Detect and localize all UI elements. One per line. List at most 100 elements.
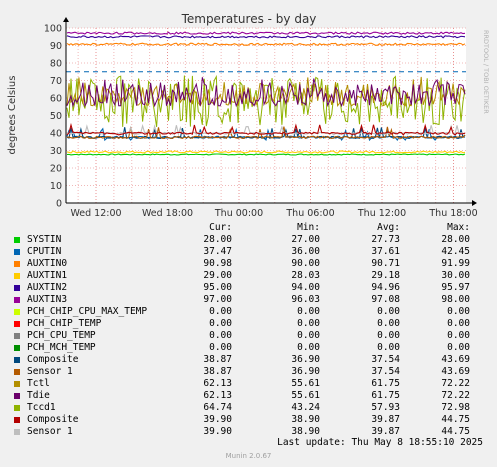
- legend-header-max: Max:: [447, 222, 470, 233]
- legend-series-name: Tccd1: [27, 402, 56, 413]
- x-tick-label: Thu 12:00: [357, 208, 406, 219]
- legend-cur: 62.13: [203, 378, 232, 389]
- legend-series-name: Composite: [27, 414, 79, 425]
- axes: [63, 17, 477, 206]
- x-tick-label: Wed 18:00: [142, 208, 193, 219]
- legend-swatch: [14, 417, 20, 423]
- legend-min: 94.00: [291, 282, 320, 293]
- legend-max: 44.75: [441, 414, 470, 425]
- legend-series-name: CPUTIN: [27, 246, 62, 257]
- x-tick-label: Thu 00:00: [214, 208, 263, 219]
- legend-swatch: [14, 297, 20, 303]
- legend-max: 43.69: [441, 366, 470, 377]
- legend-min: 28.03: [291, 270, 320, 281]
- legend-row: AUXTIN3 97.00 96.03 97.08 98.00: [0, 294, 497, 306]
- y-axis-label: degrees Celsius: [7, 76, 18, 155]
- series-line: [66, 153, 466, 156]
- legend-series-name: PCH_MCH_TEMP: [27, 342, 96, 353]
- y-tick-label: 40: [50, 129, 62, 140]
- legend-series-name: AUXTIN1: [27, 270, 68, 281]
- legend-cur: 95.00: [203, 282, 232, 293]
- legend-cur: 97.00: [203, 294, 232, 305]
- legend-cur: 0.00: [209, 342, 232, 353]
- legend-series-name: Composite: [27, 354, 79, 365]
- legend-avg: 27.73: [371, 234, 400, 245]
- legend-series-name: PCH_CPU_TEMP: [27, 330, 96, 341]
- legend-cur: 62.13: [203, 390, 232, 401]
- series-line: [66, 42, 466, 47]
- y-tick-label: 70: [50, 76, 62, 87]
- y-tick-label: 30: [50, 146, 62, 157]
- legend-min: 36.00: [291, 246, 320, 257]
- legend-swatch: [14, 309, 20, 315]
- legend-cur: 64.74: [203, 402, 232, 413]
- legend-swatch: [14, 237, 20, 243]
- legend-min: 0.00: [297, 306, 320, 317]
- legend-max: 95.97: [441, 282, 470, 293]
- legend-row: PCH_CPU_TEMP 0.00 0.00 0.00 0.00: [0, 330, 497, 342]
- legend-avg: 29.18: [371, 270, 400, 281]
- legend-min: 38.90: [291, 426, 320, 437]
- legend-swatch: [14, 249, 20, 255]
- legend-min: 96.03: [291, 294, 320, 305]
- y-tick-label: 20: [50, 164, 62, 175]
- chart-title: Temperatures - by day: [181, 12, 317, 26]
- legend-row: Tdie 62.13 55.61 61.75 72.22: [0, 390, 497, 402]
- legend-header-cur: Cur:: [209, 222, 232, 233]
- x-tick-labels: Wed 12:00 Wed 18:00 Thu 00:00 Thu 06:00 Thu …: [70, 208, 477, 219]
- legend-cur: 38.87: [203, 354, 232, 365]
- legend-min: 36.90: [291, 354, 320, 365]
- last-update: Last update: Thu May 8 18:55:10 2025: [277, 437, 483, 448]
- legend-series-name: Tctl: [27, 378, 50, 389]
- y-tick-label: 10: [50, 181, 62, 192]
- legend-min: 55.61: [291, 378, 320, 389]
- legend-max: 0.00: [447, 306, 470, 317]
- legend-avg: 61.75: [371, 390, 400, 401]
- legend-min: 0.00: [297, 342, 320, 353]
- legend-max: 30.00: [441, 270, 470, 281]
- legend-avg: 0.00: [377, 330, 400, 341]
- legend-min: 90.00: [291, 258, 320, 269]
- legend-row: AUXTIN1 29.00 28.03 29.18 30.00: [0, 270, 497, 282]
- legend-series-name: Tdie: [27, 390, 50, 401]
- legend-min: 38.90: [291, 414, 320, 425]
- legend-avg: 39.87: [371, 414, 400, 425]
- legend-max: 98.00: [441, 294, 470, 305]
- legend-cur: 38.87: [203, 366, 232, 377]
- legend-max: 0.00: [447, 342, 470, 353]
- legend-swatch: [14, 321, 20, 327]
- y-tick-label: 90: [50, 41, 62, 52]
- legend-series-name: PCH_CHIP_CPU_MAX_TEMP: [27, 306, 148, 317]
- legend-max: 0.00: [447, 330, 470, 341]
- legend-row: SYSTIN 28.00 27.00 27.73 28.00: [0, 234, 497, 246]
- legend-header-min: Min:: [297, 222, 320, 233]
- legend-min: 55.61: [291, 390, 320, 401]
- legend-cur: 28.00: [203, 234, 232, 245]
- legend-avg: 37.54: [371, 366, 400, 377]
- legend-cur: 37.47: [203, 246, 232, 257]
- rrdtool-side-label: RRDTOOL / TOBI OETIKER: [482, 30, 490, 114]
- legend-cur: 0.00: [209, 318, 232, 329]
- temperature-chart: Temperatures - by day degrees Celsius RR…: [7, 12, 490, 219]
- x-tick-label: Thu 18:00: [428, 208, 477, 219]
- y-tick-label: 60: [50, 94, 62, 105]
- y-axis-arrow: [63, 17, 69, 22]
- series-line: [66, 122, 466, 136]
- legend-max: 72.98: [441, 402, 470, 413]
- legend-max: 0.00: [447, 318, 470, 329]
- legend-row: Sensor 1 39.90 38.90 39.87 44.75: [0, 426, 497, 438]
- x-tick-label: Thu 06:00: [285, 208, 334, 219]
- legend-swatch: [14, 381, 20, 387]
- legend-swatch: [14, 261, 20, 267]
- legend-swatch: [14, 333, 20, 339]
- legend-row: CPUTIN 37.47 36.00 37.61 42.45: [0, 246, 497, 258]
- legend-max: 44.75: [441, 426, 470, 437]
- legend-avg: 94.96: [371, 282, 400, 293]
- legend-avg: 37.61: [371, 246, 400, 257]
- legend-series-name: AUXTIN0: [27, 258, 68, 269]
- legend-row: Sensor 1 38.87 36.90 37.54 43.69: [0, 366, 497, 378]
- legend-row: Tctl 62.13 55.61 61.75 72.22: [0, 378, 497, 390]
- legend-swatch: [14, 405, 20, 411]
- series-line: [66, 150, 466, 154]
- legend-max: 72.22: [441, 378, 470, 389]
